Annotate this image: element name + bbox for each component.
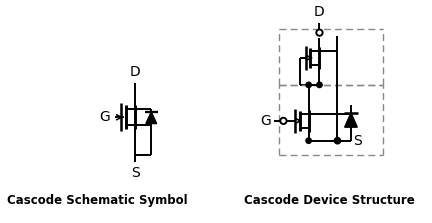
Polygon shape [345,113,357,127]
Polygon shape [146,112,157,124]
Text: S: S [130,166,140,180]
Circle shape [306,82,311,88]
Circle shape [316,29,323,36]
Text: G: G [99,110,110,124]
Circle shape [306,138,311,143]
Text: D: D [130,66,140,79]
Circle shape [280,118,286,124]
Text: Cascode Schematic Symbol: Cascode Schematic Symbol [7,194,187,207]
Text: Cascode Device Structure: Cascode Device Structure [244,194,415,207]
Circle shape [334,138,340,144]
Circle shape [317,82,322,88]
Text: D: D [314,5,325,19]
Text: G: G [260,114,271,128]
Text: S: S [353,134,362,148]
